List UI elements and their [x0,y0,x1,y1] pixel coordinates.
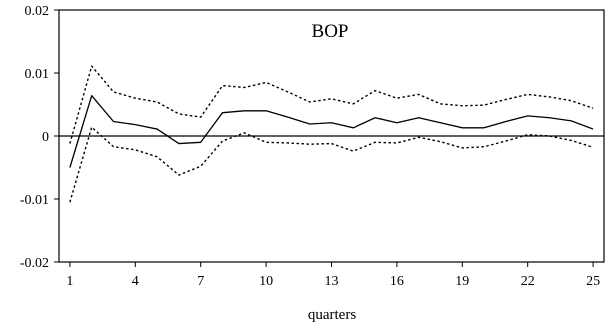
axis-ticks: 0.02 0.01 0 -0.01 -0.02 1 4 7 10 13 16 19 22 25 [20,4,600,289]
x-tick-label: 13 [325,274,339,289]
lower-band-line [69,126,594,203]
upper-band-line [69,65,594,144]
x-axis-label: quarters [308,307,356,323]
x-tick-label: 22 [521,274,535,289]
x-tick-label: 10 [259,274,273,289]
x-tick-label: 4 [132,274,139,289]
x-tick-label: 16 [390,274,404,289]
x-tick-label: 1 [66,274,73,289]
y-tick-label: 0.02 [25,4,50,19]
response-line [69,95,594,168]
x-tick-label: 7 [197,274,204,289]
x-tick-label: 25 [586,274,600,289]
y-tick-label: 0.01 [25,67,50,82]
y-tick-label: 0 [42,130,49,145]
chart-title: BOP [312,21,349,42]
y-tick-label: -0.01 [20,193,49,208]
y-tick-label: -0.02 [20,256,49,271]
x-tick-label: 19 [455,274,469,289]
series-lines [59,65,604,203]
